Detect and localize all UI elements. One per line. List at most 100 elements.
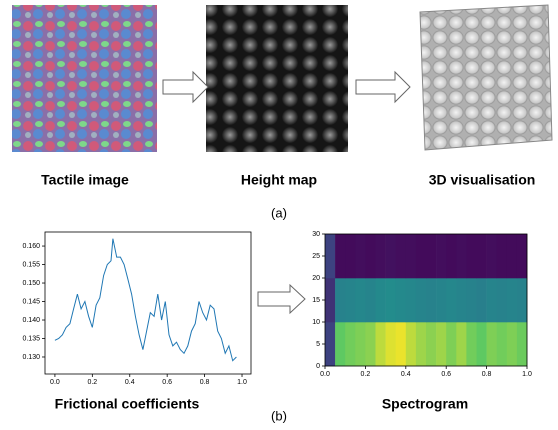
heatmap-cell xyxy=(436,278,447,323)
heatmap-cell xyxy=(466,278,477,323)
heatmap-cell xyxy=(385,322,396,367)
heatmap-cell xyxy=(395,234,407,279)
y-tick-label: 0 xyxy=(316,363,320,370)
heatmap-cell xyxy=(446,234,457,279)
heatmap-cell xyxy=(375,278,386,323)
y-tick-label: 0.160 xyxy=(22,243,40,250)
heatmap-cell xyxy=(355,278,366,323)
height-map-image xyxy=(206,5,348,152)
heatmap-cell xyxy=(476,322,487,367)
y-tick-label: 0.130 xyxy=(22,354,40,361)
x-tick-label: 0.0 xyxy=(320,371,330,378)
heatmap-cell xyxy=(405,278,417,323)
heatmap-cell xyxy=(426,234,437,279)
heatmap-cell xyxy=(466,234,477,279)
heatmap-cell xyxy=(456,234,467,279)
x-tick-label: 0.6 xyxy=(162,379,172,386)
y-tick-label: 0.145 xyxy=(22,298,40,305)
heatmap-cell xyxy=(456,278,467,323)
heatmap-cell xyxy=(385,278,396,323)
heatmap-cell xyxy=(486,278,497,323)
x-tick-label: 1.0 xyxy=(237,379,247,386)
heatmap-cell xyxy=(405,234,417,279)
heatmap-cell xyxy=(375,322,386,367)
y-tick-label: 0.150 xyxy=(22,280,40,287)
y-tick-label: 10 xyxy=(312,319,320,326)
heatmap-cell xyxy=(516,234,528,279)
heatmap-cell xyxy=(446,322,457,367)
heatmap-cell xyxy=(365,278,376,323)
heatmap-cell xyxy=(496,278,508,323)
y-tick-label: 30 xyxy=(312,231,320,238)
heatmap-cell xyxy=(426,322,437,367)
heatmap-cell xyxy=(335,278,346,323)
heatmap-cell xyxy=(506,278,518,323)
surface-image xyxy=(419,4,553,151)
heatmap-cell xyxy=(415,322,427,367)
heatmap-cell xyxy=(516,278,528,323)
heatmap-cell xyxy=(476,234,487,279)
heatmap-cell xyxy=(375,234,386,279)
y-tick-label: 25 xyxy=(312,253,320,260)
heatmap-cell xyxy=(496,234,508,279)
tactile-image xyxy=(12,5,157,152)
heatmap-cell xyxy=(415,278,427,323)
heatmap-cell xyxy=(476,278,487,323)
x-tick-label: 0.4 xyxy=(401,371,411,378)
heatmap-cell xyxy=(365,234,376,279)
heatmap-cell xyxy=(335,322,346,367)
arrow xyxy=(355,70,411,104)
heatmap-cell xyxy=(466,322,477,367)
heatmap-cell xyxy=(385,234,396,279)
axes-frame xyxy=(44,231,252,375)
heatmap-cell xyxy=(405,322,417,367)
heatmap-cell xyxy=(516,322,528,367)
heatmap-cell xyxy=(506,322,518,367)
y-tick-label: 0.140 xyxy=(22,317,40,324)
line xyxy=(54,238,237,362)
panel-caption: (a) xyxy=(271,205,287,220)
heatmap-cell xyxy=(335,234,346,279)
label: 3D visualisation xyxy=(429,172,536,188)
heatmap-cell xyxy=(456,322,467,367)
heatmap-cell xyxy=(355,234,366,279)
heatmap-cell xyxy=(325,278,336,323)
heatmap-cell xyxy=(436,322,447,367)
x-tick-label: 0.2 xyxy=(87,379,97,386)
x-tick-label: 0.0 xyxy=(50,379,60,386)
y-tick-label: 15 xyxy=(312,297,320,304)
heatmap-cell xyxy=(446,278,457,323)
x-tick-label: 0.6 xyxy=(441,371,451,378)
arrow xyxy=(257,283,306,315)
y-tick-label: 0.155 xyxy=(22,261,40,268)
x-tick-label: 0.8 xyxy=(482,371,492,378)
heatmap-cell xyxy=(345,278,356,323)
heatmap-cell xyxy=(486,322,497,367)
heatmap-cell xyxy=(345,234,356,279)
heatmap-cell xyxy=(365,322,376,367)
y-tick-label: 5 xyxy=(316,341,320,348)
label: Spectrogram xyxy=(382,396,468,412)
arrow xyxy=(162,70,209,104)
heatmap-cell xyxy=(325,234,336,279)
heatmap-cell xyxy=(355,322,366,367)
heatmap-cell xyxy=(395,278,407,323)
x-tick-label: 0.4 xyxy=(125,379,135,386)
heatmap-cell xyxy=(395,322,407,367)
panel-caption: (b) xyxy=(271,408,287,423)
label: Tactile image xyxy=(41,172,129,188)
heatmap-cell xyxy=(486,234,497,279)
label: Height map xyxy=(241,172,317,188)
label: Frictional coefficients xyxy=(55,396,200,412)
x-tick-label: 0.8 xyxy=(200,379,210,386)
heatmap-cell xyxy=(506,234,518,279)
x-tick-label: 1.0 xyxy=(522,371,532,378)
heatmap-cell xyxy=(325,322,336,367)
heatmap-cell xyxy=(426,278,437,323)
heatmap-cell xyxy=(436,234,447,279)
heatmap-cell xyxy=(496,322,508,367)
y-tick-label: 20 xyxy=(312,275,320,282)
y-tick-label: 0.135 xyxy=(22,335,40,342)
